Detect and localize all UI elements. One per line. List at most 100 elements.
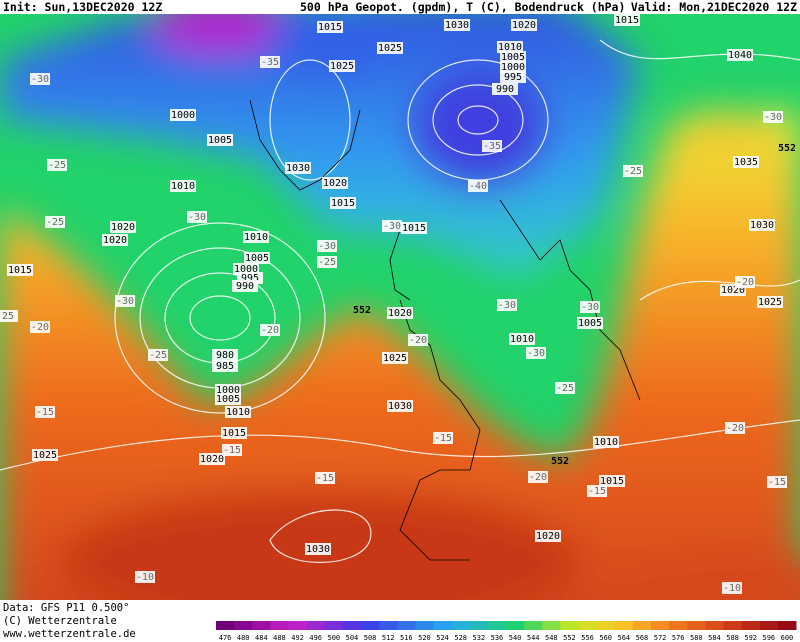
colorbar-swatch (252, 621, 271, 630)
isobar-label-bg (535, 530, 561, 542)
isobar-label-bg (207, 134, 233, 146)
isobar-label-bg (322, 177, 348, 189)
temperature-label-bg (260, 324, 280, 336)
temperature-label-bg (115, 295, 135, 307)
isobar-label-bg (170, 180, 196, 192)
isobar-label: 1020 (111, 222, 135, 233)
temperature-label-bg (317, 240, 337, 252)
isobar-label-bg (509, 333, 535, 345)
temperature-label-bg (30, 73, 50, 85)
colorbar-label: 596 (762, 634, 775, 642)
isobar-label: 1025 (330, 61, 354, 72)
temperature-label-bg (580, 301, 600, 313)
temperature-label: -25 (48, 160, 66, 171)
colorbar-label: 480 (237, 634, 250, 642)
colorbar-label: 564 (617, 634, 630, 642)
isobar-label: 1020 (200, 454, 224, 465)
contour-552-label: 552 (353, 305, 371, 316)
colorbar-label: 572 (654, 634, 667, 642)
temperature-label: -20 (726, 423, 744, 434)
isobar-label: 1005 (208, 135, 232, 146)
colorbar-swatch (651, 621, 670, 630)
colorbar-label: 476 (219, 634, 232, 642)
isobar-label: 990 (496, 84, 514, 95)
temperature-label-bg (382, 220, 402, 232)
contour-552-label: 552 (778, 143, 796, 154)
isobar-label-bg (110, 221, 136, 233)
isobar-label-bg (243, 231, 269, 243)
isobar-label: 1010 (594, 437, 618, 448)
isobar-label: 1015 (318, 22, 342, 33)
temperature-label-bg (767, 476, 787, 488)
temperature-label-bg (528, 471, 548, 483)
temperature-label: -30 (116, 296, 134, 307)
valid-text: Valid: Mon,21DEC2020 12Z (631, 0, 797, 14)
isobar-label-bg (492, 83, 518, 95)
temperature-label: -30 (383, 221, 401, 232)
temperature-label: -30 (31, 74, 49, 85)
colorbar-swatch (397, 621, 416, 630)
temperature-label: -20 (736, 277, 754, 288)
temperature-label: -25 (318, 257, 336, 268)
isobar-label-bg (500, 51, 526, 63)
copyright: (C) Wetterzentrale (3, 615, 117, 627)
colorbar-label: 520 (418, 634, 431, 642)
colorbar-swatch (777, 621, 797, 630)
isobar-label: 1020 (388, 308, 412, 319)
isobar-label-bg (102, 234, 128, 246)
colorbar-label: 592 (744, 634, 757, 642)
colorbar-label: 512 (382, 634, 395, 642)
temperature-label: -15 (316, 473, 334, 484)
colorbar-label: 568 (636, 634, 649, 642)
isobar-label: 1005 (216, 394, 240, 405)
colorbar: 476 480 484 488 492 496 500 504 508 512 516 520 524 5… (216, 621, 797, 642)
isobar-label: 985 (216, 361, 234, 372)
isobar-label: 1025 (33, 450, 57, 461)
isobar-label: 1005 (578, 318, 602, 329)
temperature-label: -15 (588, 486, 606, 497)
isobar-label-bg (305, 543, 331, 555)
temperature-label-bg (35, 406, 55, 418)
temperature-label: -30 (188, 212, 206, 223)
isobar-label-bg (317, 21, 343, 33)
isobar-label: 1015 (615, 15, 639, 26)
isobar-label: 1000 (216, 385, 240, 396)
colorbar-swatch (632, 621, 652, 630)
isobar-label: 1015 (222, 428, 246, 439)
isobar-label: 1010 (244, 232, 268, 243)
colorbar-label: 560 (599, 634, 612, 642)
colorbar-label: 544 (527, 634, 540, 642)
temperature-label: -35 (261, 57, 279, 68)
isobar-label-bg (377, 42, 403, 54)
temperature-label: -15 (36, 407, 54, 418)
colorbar-label: 532 (472, 634, 485, 642)
temperature-label: -30 (318, 241, 336, 252)
isobar-label: 1000 (234, 264, 258, 275)
isobar-label-bg (7, 264, 33, 276)
isobar-label-bg (444, 19, 470, 31)
colorbar-label: 524 (436, 634, 449, 642)
temperature-label: -20 (261, 325, 279, 336)
isobar-label-bg (387, 307, 413, 319)
colorbar-swatch (487, 621, 507, 630)
colorbar-swatch (288, 621, 308, 630)
website: www.wetterzentrale.de (3, 628, 136, 640)
colorbar-swatch (306, 621, 326, 630)
isobar-label-bg (329, 60, 355, 72)
isobar-label: 1015 (8, 265, 32, 276)
temperature-label-bg (148, 349, 168, 361)
colorbar-swatch (741, 621, 761, 630)
isobar-label-bg (500, 61, 526, 73)
isobar-label: 1020 (721, 285, 745, 296)
temperature-label-bg (623, 165, 643, 177)
colorbar-swatch (560, 621, 579, 630)
colorbar-swatch (596, 621, 616, 630)
isobar-label: 1015 (600, 476, 624, 487)
isobar-label-bg (212, 349, 238, 361)
colorbar-label: 548 (545, 634, 558, 642)
isobar-label: 1010 (510, 334, 534, 345)
contour-552-label: 552 (551, 456, 569, 467)
isobar-label-bg (170, 109, 196, 121)
